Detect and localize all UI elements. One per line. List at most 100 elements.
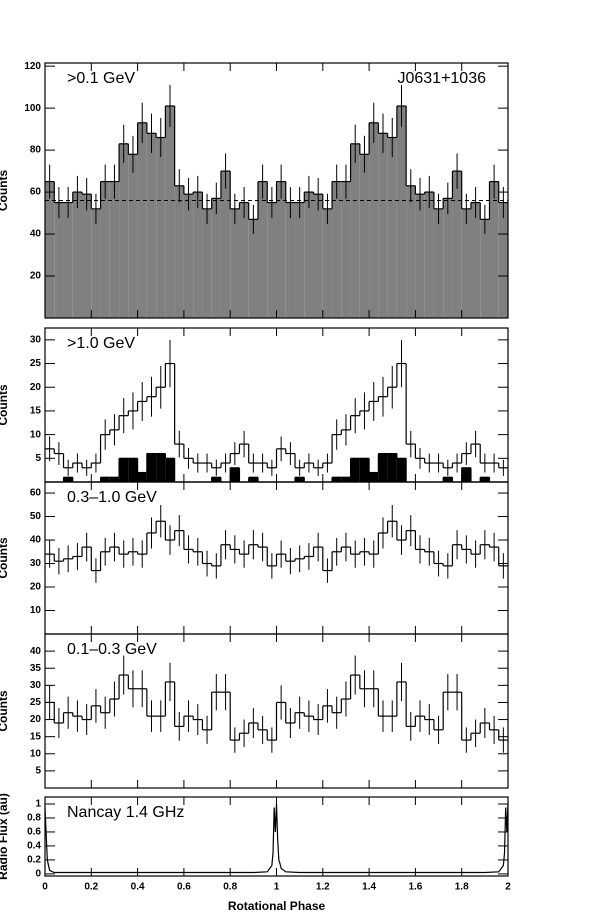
y-tick-label: 100	[24, 103, 41, 114]
bar	[285, 202, 296, 318]
y-tick-label: 0	[35, 869, 41, 880]
bar	[322, 208, 333, 318]
bar	[350, 458, 360, 482]
bar	[276, 181, 286, 318]
y-tick-label: 20	[30, 582, 42, 593]
bar	[211, 198, 221, 318]
bar	[295, 477, 305, 482]
x-tick-label: 1.8	[455, 882, 469, 893]
y-tick-label: 5	[35, 766, 41, 777]
bar	[239, 202, 249, 318]
bar	[433, 208, 444, 318]
bar	[267, 202, 277, 318]
bar	[165, 458, 175, 482]
y-tick-label: 15	[30, 406, 42, 417]
bar	[109, 181, 120, 318]
bar	[45, 181, 55, 318]
panel-label: 0.3–1.0 GeV	[67, 489, 157, 506]
bar	[119, 143, 129, 318]
bar	[332, 477, 342, 482]
bar	[211, 477, 221, 482]
x-tick-label: 1.6	[408, 882, 422, 893]
bar	[165, 106, 175, 318]
bar	[82, 194, 92, 318]
y-tick-label: 20	[30, 271, 42, 282]
bar	[230, 467, 240, 482]
y-tick-label: 80	[30, 145, 42, 156]
bar	[230, 208, 240, 318]
x-tick-label: 0.4	[131, 882, 145, 893]
y-tick-label: 25	[30, 697, 42, 708]
bar	[100, 181, 110, 318]
bar	[137, 122, 147, 318]
x-tick-label: 0.2	[84, 882, 98, 893]
y-tick-label: 60	[30, 488, 42, 499]
bar	[387, 453, 397, 482]
y-axis-label: Radio Flux (au)	[0, 793, 10, 880]
bar	[350, 143, 360, 318]
bar	[378, 133, 388, 318]
x-tick-label: 1	[274, 882, 280, 893]
source-label: J0631+1036	[397, 70, 486, 87]
y-tick-label: 25	[30, 358, 42, 369]
bar	[480, 477, 490, 482]
y-tick-label: 20	[30, 382, 42, 393]
bar	[461, 208, 471, 318]
bar	[137, 472, 147, 482]
bar	[313, 194, 323, 318]
panel-label: >1.0 GeV	[67, 335, 135, 352]
bar	[341, 181, 351, 318]
bar	[359, 154, 370, 318]
y-tick-label: 120	[24, 61, 41, 72]
bar	[369, 472, 379, 482]
bar	[415, 194, 425, 318]
x-tick-label: 0.8	[223, 882, 237, 893]
x-tick-label: 0.6	[177, 882, 191, 893]
bar	[480, 219, 490, 318]
bar	[109, 477, 120, 482]
y-axis-label: Counts	[0, 690, 10, 732]
bar	[387, 137, 397, 318]
bar	[341, 477, 351, 482]
y-tick-label: 5	[35, 453, 41, 464]
bar	[100, 477, 110, 482]
bar	[128, 154, 138, 318]
bar	[146, 133, 157, 318]
y-axis-label: Counts	[0, 384, 10, 426]
bar	[128, 458, 138, 482]
x-axis-label: Rotational Phase	[228, 899, 326, 913]
y-tick-label: 10	[30, 429, 42, 440]
bar	[461, 467, 471, 482]
y-tick-label: 0.2	[27, 855, 41, 866]
bar	[304, 192, 314, 318]
bar	[54, 202, 64, 318]
x-tick-label: 1.2	[316, 882, 330, 893]
line	[44, 803, 509, 874]
bar	[248, 219, 258, 318]
y-tick-label: 35	[30, 663, 42, 674]
panel-label: 0.1–0.3 GeV	[67, 641, 157, 658]
y-tick-label: 40	[30, 229, 42, 240]
bar	[489, 181, 499, 318]
y-tick-label: 15	[30, 731, 42, 742]
y-tick-label: 0.8	[27, 813, 41, 824]
y-tick-label: 30	[30, 558, 42, 569]
bar	[424, 192, 434, 318]
bar	[295, 202, 305, 318]
bar	[72, 192, 83, 318]
y-tick-label: 30	[30, 680, 42, 691]
x-tick-label: 0	[42, 882, 48, 893]
bar	[193, 192, 203, 318]
y-tick-label: 40	[30, 535, 42, 546]
y-tick-label: 60	[30, 187, 42, 198]
bar	[156, 137, 166, 318]
y-tick-label: 20	[30, 714, 42, 725]
bar	[248, 477, 258, 482]
y-tick-label: 50	[30, 511, 42, 522]
bar	[443, 477, 453, 482]
bar	[470, 202, 481, 318]
bar	[378, 453, 388, 482]
bar	[498, 202, 508, 318]
bar	[332, 181, 342, 318]
